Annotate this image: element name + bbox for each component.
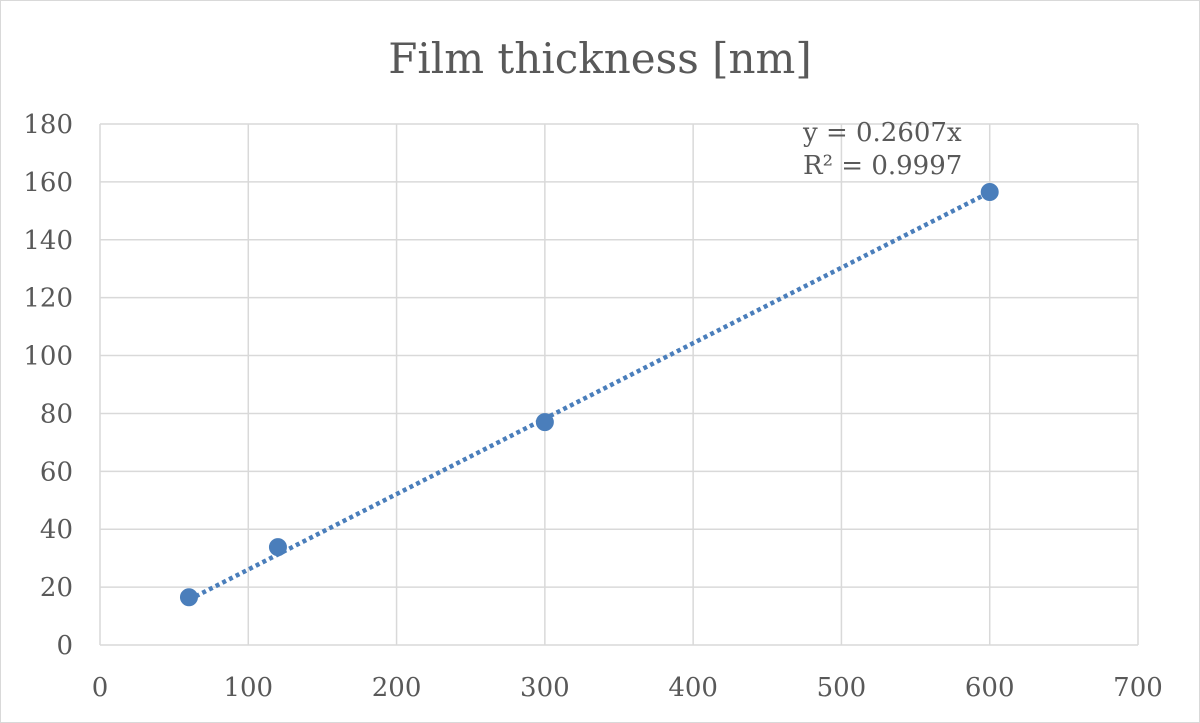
x-tick-label: 500 [817, 673, 867, 703]
data-point [268, 538, 287, 557]
trendline-line [187, 190, 991, 602]
trendline-equation: y = 0.2607x [802, 118, 962, 148]
x-tick-label: 0 [92, 673, 109, 703]
x-tick-label: 300 [520, 673, 570, 703]
data-points [179, 183, 999, 607]
data-point [535, 413, 554, 432]
y-tick-label: 40 [40, 515, 73, 545]
data-point [179, 588, 198, 607]
y-tick-label: 160 [23, 168, 73, 198]
x-tick-label: 200 [372, 673, 422, 703]
y-tick-label: 140 [23, 226, 73, 256]
y-tick-label: 60 [40, 457, 73, 487]
y-tick-label: 180 [23, 110, 73, 140]
grid [99, 123, 1139, 646]
trendline-r-squared: R² = 0.9997 [803, 151, 962, 181]
y-tick-label: 80 [40, 399, 73, 429]
trendline [187, 190, 991, 602]
x-tick-label: 600 [965, 673, 1015, 703]
y-tick-label: 100 [23, 342, 73, 372]
data-point [980, 183, 999, 202]
x-tick-label: 400 [668, 673, 718, 703]
x-tick-label: 100 [223, 673, 273, 703]
y-tick-label: 0 [56, 631, 73, 661]
chart-title: Film thickness [nm] [388, 34, 812, 83]
y-tick-label: 120 [23, 284, 73, 314]
axes: 0 20 40 60 80 100 120 140 160 180 0 100 200 300 400 500… [23, 110, 1162, 703]
x-tick-label: 700 [1113, 673, 1163, 703]
y-tick-label: 20 [40, 573, 73, 603]
